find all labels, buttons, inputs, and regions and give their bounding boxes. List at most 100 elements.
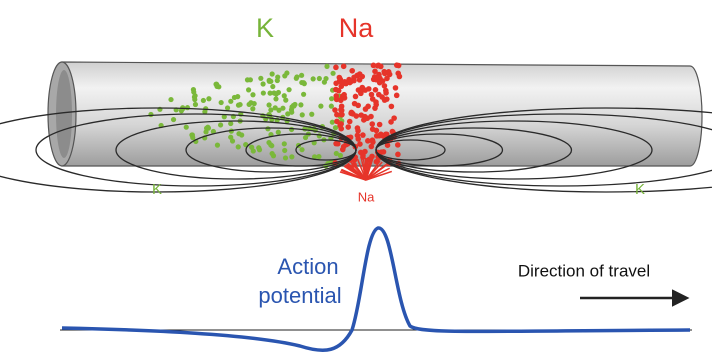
k-ion: [184, 125, 189, 130]
k-ion: [317, 133, 322, 138]
k-ion: [168, 97, 173, 102]
k-ion: [148, 112, 153, 117]
k-ion: [289, 154, 294, 159]
k-ion: [270, 71, 275, 76]
na-ion: [376, 92, 382, 98]
action-potential-curve: [62, 228, 690, 350]
na-ion: [348, 110, 354, 116]
k-ion: [236, 131, 241, 136]
na-ion: [383, 90, 389, 96]
k-ion: [214, 82, 219, 87]
na-ion: [370, 137, 376, 143]
k-ion: [248, 100, 253, 105]
na-ion: [333, 65, 339, 71]
potential-label: potential: [258, 283, 341, 308]
k-ion: [261, 90, 266, 95]
na-ion: [377, 76, 383, 82]
na-ion: [370, 126, 376, 132]
k-ion: [171, 117, 176, 122]
na-ion: [349, 68, 355, 74]
k-ion: [236, 144, 241, 149]
na-ion: [347, 119, 353, 125]
na-ion: [343, 81, 349, 87]
na-ion: [369, 144, 375, 150]
k-ion: [215, 143, 220, 148]
k-ion: [282, 148, 287, 153]
k-ion: [261, 81, 266, 86]
na-ion: [389, 104, 395, 110]
k-label: K: [635, 181, 645, 198]
k-ion: [299, 73, 304, 78]
na-ion: [338, 126, 344, 132]
k-ion: [206, 96, 211, 101]
na-ion: [376, 62, 382, 68]
k-ion: [300, 112, 305, 117]
na-ion: [396, 63, 402, 69]
axon-end-inner: [56, 70, 72, 158]
k-ion: [232, 95, 237, 100]
k-ion: [192, 93, 197, 98]
k-ion: [250, 106, 255, 111]
k-ion: [283, 155, 288, 160]
na-ion: [341, 63, 347, 69]
na-ion: [368, 114, 374, 120]
k-ion: [265, 126, 270, 131]
k-ion: [318, 104, 323, 109]
na-ion: [355, 128, 361, 134]
na-ion: [370, 96, 376, 102]
na-label: Na: [358, 189, 375, 204]
diagram: K Na K K Na Action potential Direction o…: [0, 0, 712, 360]
k-ion: [322, 80, 327, 85]
k-ion: [289, 110, 294, 115]
na-ion: [360, 132, 366, 138]
k-ion: [309, 112, 314, 117]
k-ion: [266, 102, 271, 107]
na-ion: [358, 89, 364, 95]
na-ion: [395, 142, 401, 148]
k-ion: [189, 132, 194, 137]
k-ion: [299, 147, 304, 152]
k-ion: [246, 87, 251, 92]
na-ion: [345, 124, 351, 130]
na-ion: [371, 63, 377, 69]
k-ion: [282, 141, 287, 146]
k-ion: [289, 127, 294, 132]
na-ion: [354, 113, 360, 119]
na-ion: [373, 87, 379, 93]
na-ion: [341, 144, 347, 150]
k-ion: [311, 76, 316, 81]
na-ion: [394, 93, 400, 99]
k-ion: [324, 64, 329, 69]
k-label: K: [152, 181, 162, 198]
na-ion: [395, 152, 401, 158]
na-ion: [358, 112, 364, 118]
na-ion: [355, 103, 361, 109]
k-label: K: [256, 13, 274, 43]
na-ion: [365, 104, 371, 110]
na-ion: [393, 85, 399, 91]
k-ion: [282, 93, 287, 98]
k-ion: [276, 130, 281, 135]
na-ion: [334, 97, 340, 103]
k-ion: [256, 145, 261, 150]
k-ion: [228, 99, 233, 104]
k-ion: [301, 92, 306, 97]
na-ion: [382, 97, 388, 103]
na-ion: [382, 83, 388, 89]
k-ion: [292, 102, 297, 107]
na-ion: [369, 121, 375, 127]
na-ion: [338, 112, 344, 118]
na-label: Na: [339, 13, 374, 43]
k-ion: [329, 96, 334, 101]
k-ion: [298, 102, 303, 107]
k-ion: [302, 81, 307, 86]
k-ion: [250, 92, 255, 97]
k-ion: [268, 142, 273, 147]
na-ion: [335, 141, 341, 147]
k-ion: [205, 125, 210, 130]
na-ion: [351, 78, 357, 84]
k-ion: [275, 78, 280, 83]
k-ion: [338, 153, 343, 158]
k-ion: [333, 125, 338, 130]
k-ion: [273, 96, 278, 101]
